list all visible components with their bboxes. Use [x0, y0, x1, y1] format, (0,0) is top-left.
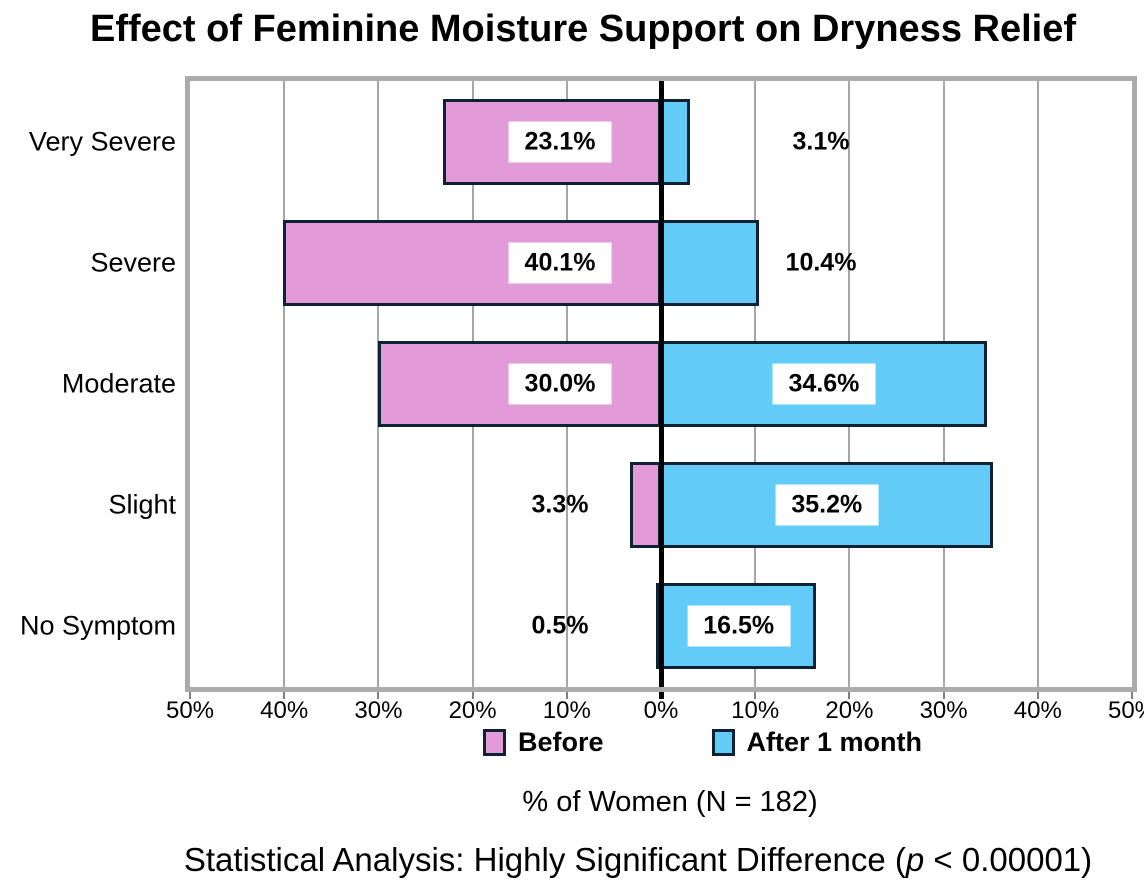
footnote-p-italic: p	[905, 841, 925, 878]
axis-tick	[189, 692, 191, 699]
axis-tick-label: 40%	[1013, 697, 1062, 724]
axis-tick	[377, 692, 380, 699]
axis-tick	[1036, 692, 1039, 699]
value-label: 23.1%	[508, 121, 612, 163]
value-label: 0.5%	[531, 611, 589, 640]
value-label: 3.3%	[531, 490, 589, 519]
plot-area: 23.1% 3.1% 40.1% 10.4% 30.0% 34.6% 3.3% 35.2% 0.…	[185, 76, 1137, 692]
axis-tick	[1131, 692, 1133, 699]
bar-after	[661, 219, 759, 306]
axis-tick	[754, 692, 757, 699]
legend-swatch	[483, 729, 506, 756]
legend-item: After 1 month	[711, 727, 923, 758]
axis-tick-label: 50%	[165, 697, 215, 724]
legend: Before After 1 month	[483, 727, 922, 758]
chart-title: Effect of Feminine Moisture Support on D…	[89, 8, 1076, 50]
value-label: 30.0%	[508, 363, 612, 405]
x-axis-title: % of Women (N = 182)	[522, 786, 818, 818]
legend-label: After 1 month	[746, 727, 923, 757]
bar-before	[629, 462, 661, 549]
axis-tick	[658, 692, 664, 699]
axis-tick-label: 10%	[542, 697, 591, 724]
axis-tick-label: 20%	[825, 697, 874, 724]
value-label: 34.6%	[772, 363, 876, 405]
axis-tick-label: 30%	[919, 697, 968, 724]
footnote-suffix: < 0.00001)	[924, 841, 1093, 878]
gridline	[283, 81, 286, 687]
axis-tick	[942, 692, 945, 699]
axis-tick	[565, 692, 568, 699]
footnote-text: Statistical Analysis: Highly Significant…	[183, 841, 906, 878]
legend-item: Before	[483, 727, 604, 758]
bar-after	[661, 98, 691, 185]
zero-axis-line	[658, 81, 664, 687]
axis-tick-label: 0%	[643, 697, 679, 724]
legend-swatch	[711, 729, 735, 756]
value-label: 3.1%	[792, 127, 850, 156]
value-label: 16.5%	[687, 605, 791, 647]
gridline	[1036, 81, 1039, 687]
value-label: 10.4%	[785, 248, 857, 277]
footnote: Statistical Analysis: Highly Significant…	[126, 841, 1144, 879]
category-label: Very Severe	[28, 126, 176, 157]
axis-tick-label: 30%	[354, 697, 403, 724]
value-label: 35.2%	[775, 484, 879, 526]
category-label: Moderate	[61, 368, 176, 399]
legend-label: Before	[518, 727, 604, 757]
axis-tick-label: 20%	[448, 697, 497, 724]
axis-tick-label: 10%	[731, 697, 780, 724]
axis-tick	[283, 692, 286, 699]
category-label: Slight	[108, 489, 176, 520]
axis-tick-label: 40%	[260, 697, 309, 724]
axis-tick	[471, 692, 474, 699]
axis-tick	[848, 692, 851, 699]
category-label: No Symptom	[19, 610, 176, 641]
axis-tick-label: 50%	[1107, 697, 1144, 724]
value-label: 40.1%	[508, 242, 612, 284]
category-label: Severe	[90, 247, 176, 278]
